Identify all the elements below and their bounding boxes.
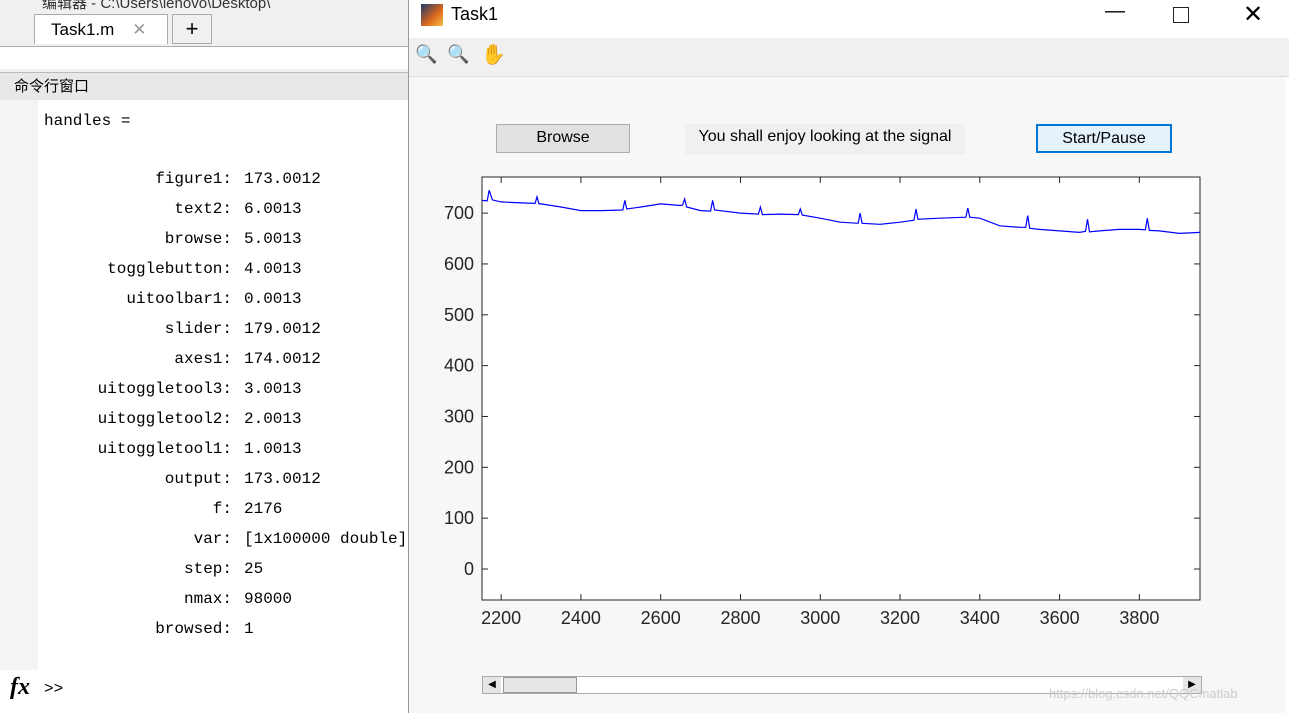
field-name: nmax: [183,590,232,608]
field-name: step: [183,560,232,578]
field-value: 5.0013 [244,230,302,248]
new-tab[interactable]: + [172,14,212,44]
tab-close[interactable]: ✕ [132,20,147,39]
toolbar: 🔍 🔍 ✋ [409,38,1289,77]
plot: 0 100 200 300 400 500 600 700 2200 2400 2600 2800 30… [444,176,1201,628]
field-value: 1.0013 [244,440,302,458]
matlab-desktop: 编辑器 - C:\Users\lenovo\Desktop\ Task1.m ✕ … [0,0,408,713]
field-name: axes1: [174,350,232,368]
field-name: uitoggletool1: [97,440,232,458]
field-value: [1x100000 double] [244,530,408,548]
field-value: 2176 [244,500,283,518]
y-tick-label: 500 [444,305,474,325]
field-name: output: [164,470,232,488]
x-tick-label: 3400 [960,608,1000,628]
field-name: text2: [174,200,232,218]
field-name: slider: [164,320,232,338]
field-name: uitoggletool2: [97,410,232,428]
field-value: 0.0013 [244,290,302,308]
close[interactable]: ✕ [1243,1,1264,28]
figure-title: Task1 [451,4,499,24]
x-tick-label: 3000 [800,608,840,628]
field-value: 3.0013 [244,380,302,398]
field-value: 4.0013 [244,260,302,278]
zoom-out[interactable]: 🔍 [447,44,470,64]
x-tick-label: 2800 [720,608,760,628]
tab-label: Task1.m [51,20,115,39]
minimize[interactable]: — [1105,0,1125,22]
field-value: 6.0013 [244,200,302,218]
field-value: 2.0013 [244,410,302,428]
handles-header: handles = [44,112,131,130]
field-name: browsed: [155,620,232,638]
field-value: 1 [244,620,254,638]
signal-line [481,190,1201,235]
y-tick-label: 400 [444,356,474,376]
editor-title: 编辑器 - C:\Users\lenovo\Desktop\ [42,0,271,12]
prompt: >> [44,680,64,698]
toggle-button[interactable]: Start/Pause [1036,124,1172,153]
pan[interactable]: ✋ [481,44,506,66]
slider-thumb[interactable] [503,677,577,693]
field-value: 179.0012 [244,320,321,338]
field-value: 173.0012 [244,470,321,488]
field-name: figure1: [155,170,232,188]
y-tick-label: 300 [444,406,474,426]
x-tick-label: 2200 [481,608,521,628]
field-name: uitoggletool3: [97,380,232,398]
field-value: 173.0012 [244,170,321,188]
browse-button[interactable]: Browse [496,124,630,153]
editor-body [0,46,408,69]
y-tick-label: 100 [444,508,474,528]
plot-area [481,176,1201,601]
matlab-icon [421,4,443,26]
command-window-title: 命令行窗口 [0,72,408,100]
watermark: https://blog.csdn.net/QQCmatlab [1049,686,1238,701]
y-tick-label: 200 [444,457,474,477]
slider-left[interactable]: ◀ [483,677,501,693]
editor-tab[interactable]: Task1.m ✕ [34,14,168,44]
x-tick-label: 3800 [1119,608,1159,628]
y-tick-label: 700 [444,203,474,223]
zoom-in[interactable]: 🔍 [415,44,438,64]
field-name: f: [212,500,232,518]
message: You shall enjoy looking at the signal [685,124,965,154]
field-value: 174.0012 [244,350,321,368]
y-tick-label: 0 [464,559,474,579]
slider-right[interactable]: ▶ [1183,677,1201,693]
field-name: browse: [164,230,232,248]
field-name: var: [193,530,232,548]
fx-icon[interactable]: fx [10,674,30,700]
x-tick-label: 2400 [561,608,601,628]
maximize[interactable] [1173,7,1189,23]
y-tick-label: 600 [444,254,474,274]
field-value: 98000 [244,590,293,608]
x-tick-label: 3600 [1040,608,1080,628]
field-value: 25 [244,560,264,578]
field-name: uitoolbar1: [126,290,232,308]
slider[interactable]: ◀ ▶ [482,676,1202,694]
figure-window: Task1 — ✕ 🔍 🔍 ✋ Browse You shall enjoy l… [408,0,1289,713]
gutter [0,100,38,670]
x-tick-label: 2600 [641,608,681,628]
command-window: handles = figure1: 173.0012 text2: 6.0013 br… [0,100,408,713]
field-name: togglebutton: [107,260,232,278]
x-tick-label: 3200 [880,608,920,628]
